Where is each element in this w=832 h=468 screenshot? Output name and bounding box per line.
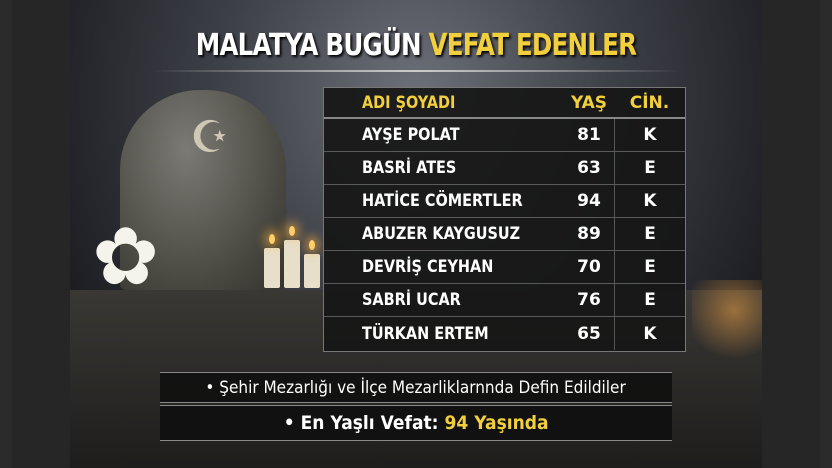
gender-cell: E: [614, 152, 685, 184]
gender-cell: E: [614, 284, 685, 316]
title-part1: MALATYA BUGÜN: [195, 28, 422, 63]
oldest-label: • En Yaşlı Vefat:: [283, 412, 439, 434]
oldest-value: 94 Yaşında: [444, 412, 549, 434]
name-cell: DEVRİŞ CEYHAN: [362, 257, 494, 277]
crescent-star-icon: ☪: [190, 112, 230, 163]
tombstone-image: [120, 90, 286, 290]
table-row: BASRİ ATES 63 E: [324, 152, 685, 185]
gender-cell: E: [614, 218, 685, 250]
table-row: AYŞE POLAT 81 K: [324, 119, 685, 152]
age-cell: 63: [577, 158, 601, 178]
name-cell: TÜRKAN ERTEM: [362, 323, 489, 344]
table-row: DEVRİŞ CEYHAN 70 E: [324, 251, 685, 284]
table-row: TÜRKAN ERTEM 65 K: [324, 317, 685, 350]
age-cell: 76: [577, 290, 601, 310]
gender-cell: E: [614, 251, 685, 283]
header-age: YAŞ: [570, 92, 608, 113]
table-header: ADI ŞOYADI YAŞ CİN.: [324, 88, 685, 119]
gender-cell: K: [614, 185, 685, 217]
candles-image: [264, 226, 320, 288]
name-cell: HATİCE CÖMERTLER: [362, 191, 523, 211]
header-gender: CİN.: [629, 92, 670, 113]
image-frame: ☪ ✿ MALATYA BUGÜN VEFAT EDENLER ADI ŞOYA…: [12, 0, 820, 468]
age-cell: 89: [577, 224, 601, 244]
name-cell: AYŞE POLAT: [362, 125, 460, 145]
oldest-note: • En Yaşlı Vefat: 94 Yaşında: [160, 405, 672, 441]
name-cell: ABUZER KAYGUSUZ: [362, 224, 521, 244]
name-cell: SABRİ UCAR: [362, 290, 461, 310]
age-cell: 94: [577, 191, 601, 211]
memorial-scene: ☪ ✿ MALATYA BUGÜN VEFAT EDENLER ADI ŞOYA…: [70, 0, 762, 468]
burial-text: • Şehir Mezarlığı ve İlçe Mezarliklarnnd…: [205, 378, 627, 398]
deceased-table: ADI ŞOYADI YAŞ CİN. AYŞE POLAT 81 K BASRİ A…: [323, 87, 686, 352]
age-cell: 70: [577, 257, 601, 277]
name-cell: BASRİ ATES: [362, 158, 457, 178]
age-cell: 81: [577, 125, 601, 145]
lily-flower-icon: ✿: [92, 210, 160, 303]
page-title: MALATYA BUGÜN VEFAT EDENLER: [132, 28, 699, 63]
age-cell: 65: [577, 323, 601, 344]
table-row: ABUZER KAYGUSUZ 89 E: [324, 218, 685, 251]
table-row: SABRİ UCAR 76 E: [324, 284, 685, 317]
burial-note: • Şehir Mezarlığı ve İlçe Mezarliklarnnd…: [160, 372, 672, 403]
header-name: ADI ŞOYADI: [362, 92, 456, 113]
gender-cell: K: [614, 119, 685, 151]
gender-cell: K: [614, 317, 685, 350]
title-divider: [150, 70, 682, 72]
table-row: HATİCE CÖMERTLER 94 K: [324, 185, 685, 218]
background-candle-lights: [692, 280, 762, 380]
title-part2: VEFAT EDENLER: [428, 28, 637, 63]
